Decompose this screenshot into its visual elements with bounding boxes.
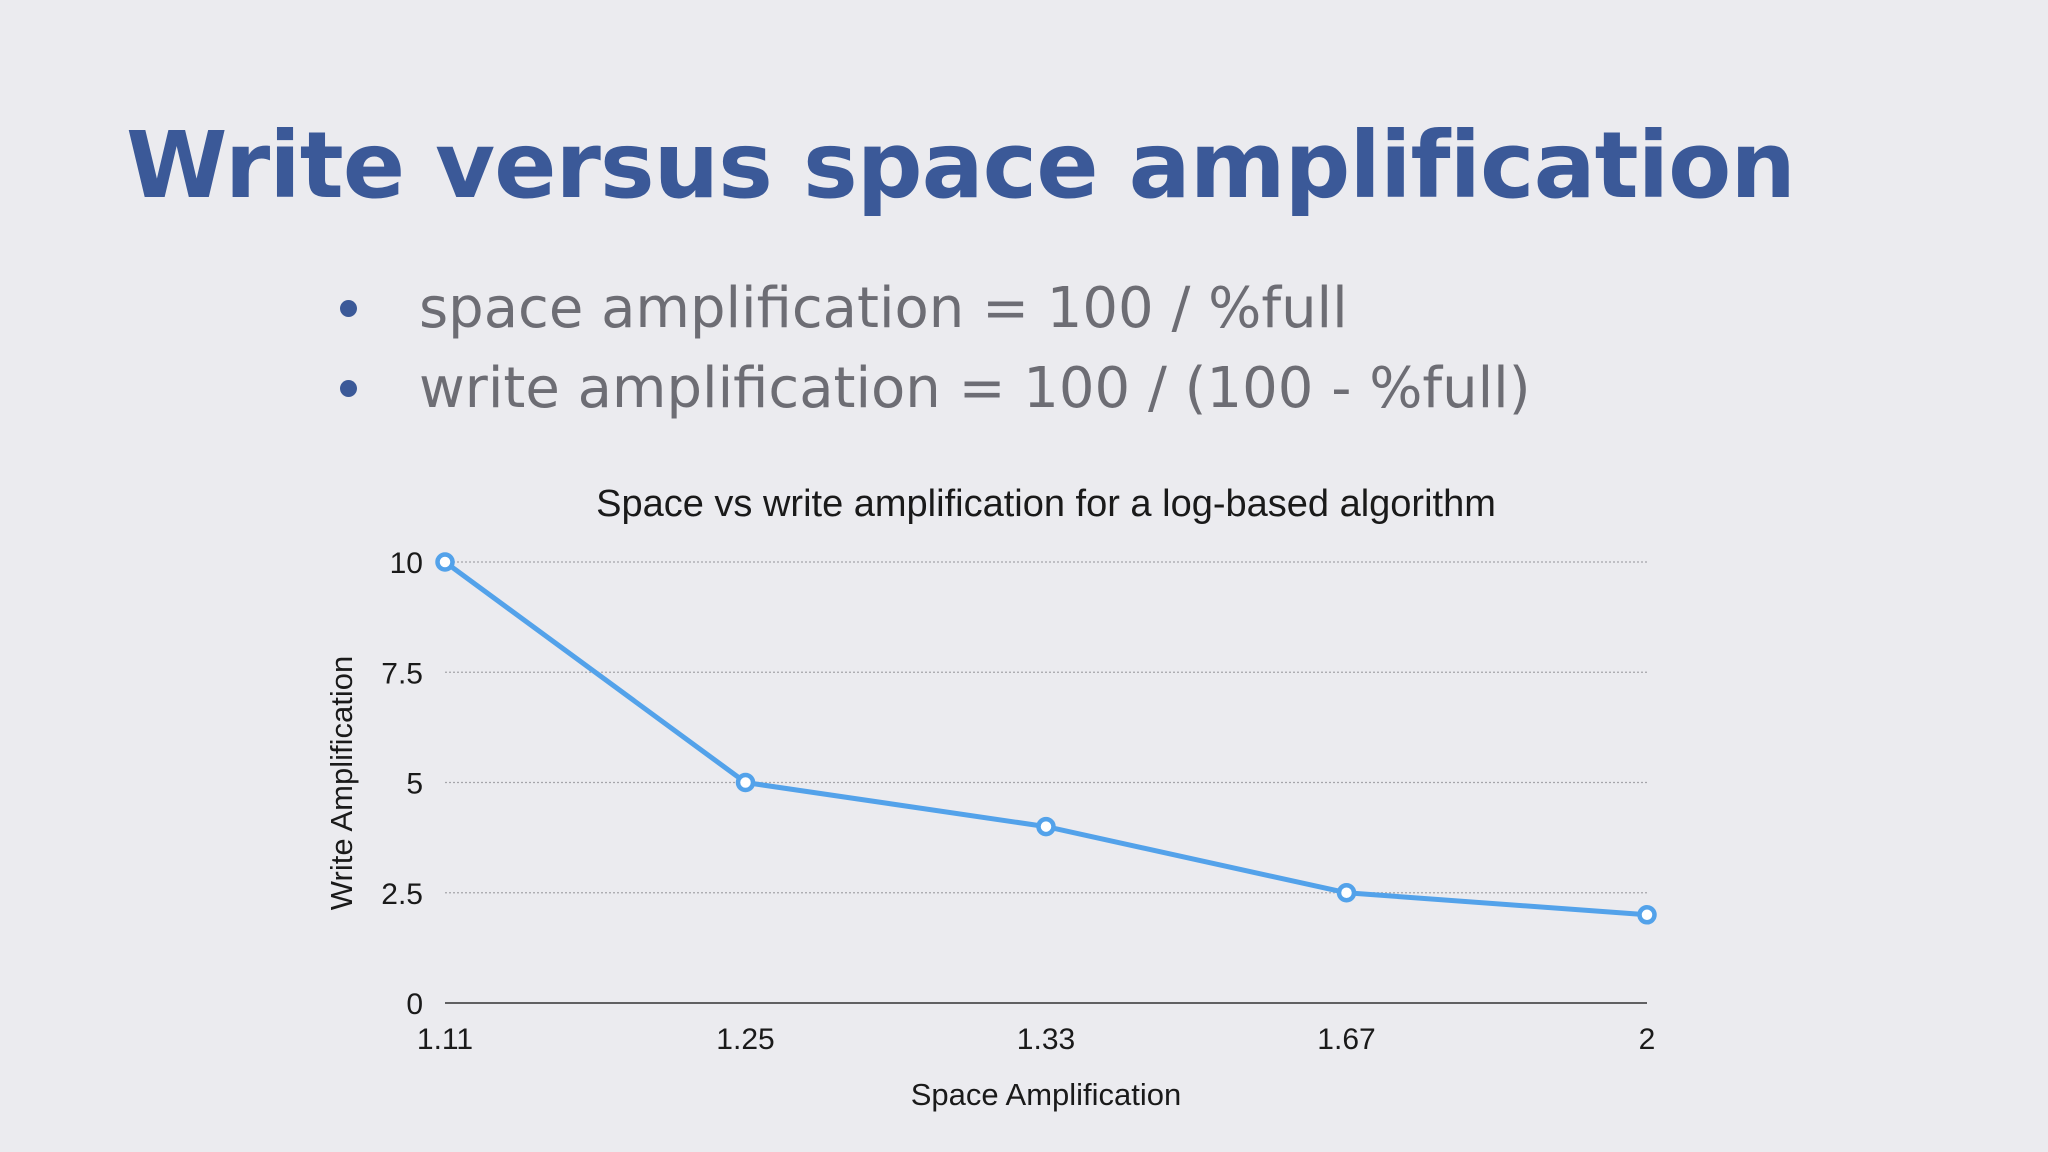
bullet-dot-icon [340,379,357,397]
y-tick-label: 5 [406,768,423,801]
x-tick-label: 2 [1639,1023,1656,1056]
chart-title: Space vs write amplification for a log-b… [596,483,1496,525]
series-line [442,559,1650,918]
data-point [435,552,455,572]
y-tick-label: 0 [406,988,423,1021]
data-point [735,772,756,793]
data-point [1336,883,1357,903]
bullet-list: space amplification = 100 / %full write … [340,268,1531,428]
x-tick-label: 1.33 [1017,1023,1075,1056]
x-axis-label: Space Amplification [911,1077,1182,1112]
data-point [1036,816,1056,837]
bullet-text: space amplification = 100 / %full [419,275,1348,341]
slide-title: Write versus space amplification [126,112,1796,219]
data-point [1637,905,1657,925]
bullet-text: write amplification = 100 / (100 - %full… [419,355,1531,421]
y-axis-label: Write Amplification [324,656,359,910]
x-tick-label: 1.67 [1317,1023,1375,1056]
y-axis-ticks: 0 2.5 5 7.5 10 [381,547,423,1021]
y-tick-label: 2.5 [381,878,423,911]
y-tick-label: 10 [390,547,423,580]
y-tick-label: 7.5 [381,657,423,690]
bullet-space-amplification: space amplification = 100 / %full [340,268,1531,348]
gridlines [445,561,1647,894]
bullet-write-amplification: write amplification = 100 / (100 - %full… [340,348,1531,428]
data-points [435,552,1657,925]
bullet-dot-icon [340,299,357,317]
x-tick-label: 1.11 [417,1023,473,1056]
x-tick-label: 1.25 [716,1023,774,1056]
x-axis-ticks: 1.11 1.25 1.33 1.67 2 [417,1023,1655,1056]
